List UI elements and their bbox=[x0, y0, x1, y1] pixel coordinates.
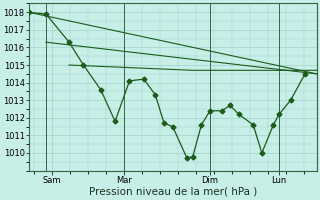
X-axis label: Pression niveau de la mer( hPa ): Pression niveau de la mer( hPa ) bbox=[89, 187, 257, 197]
